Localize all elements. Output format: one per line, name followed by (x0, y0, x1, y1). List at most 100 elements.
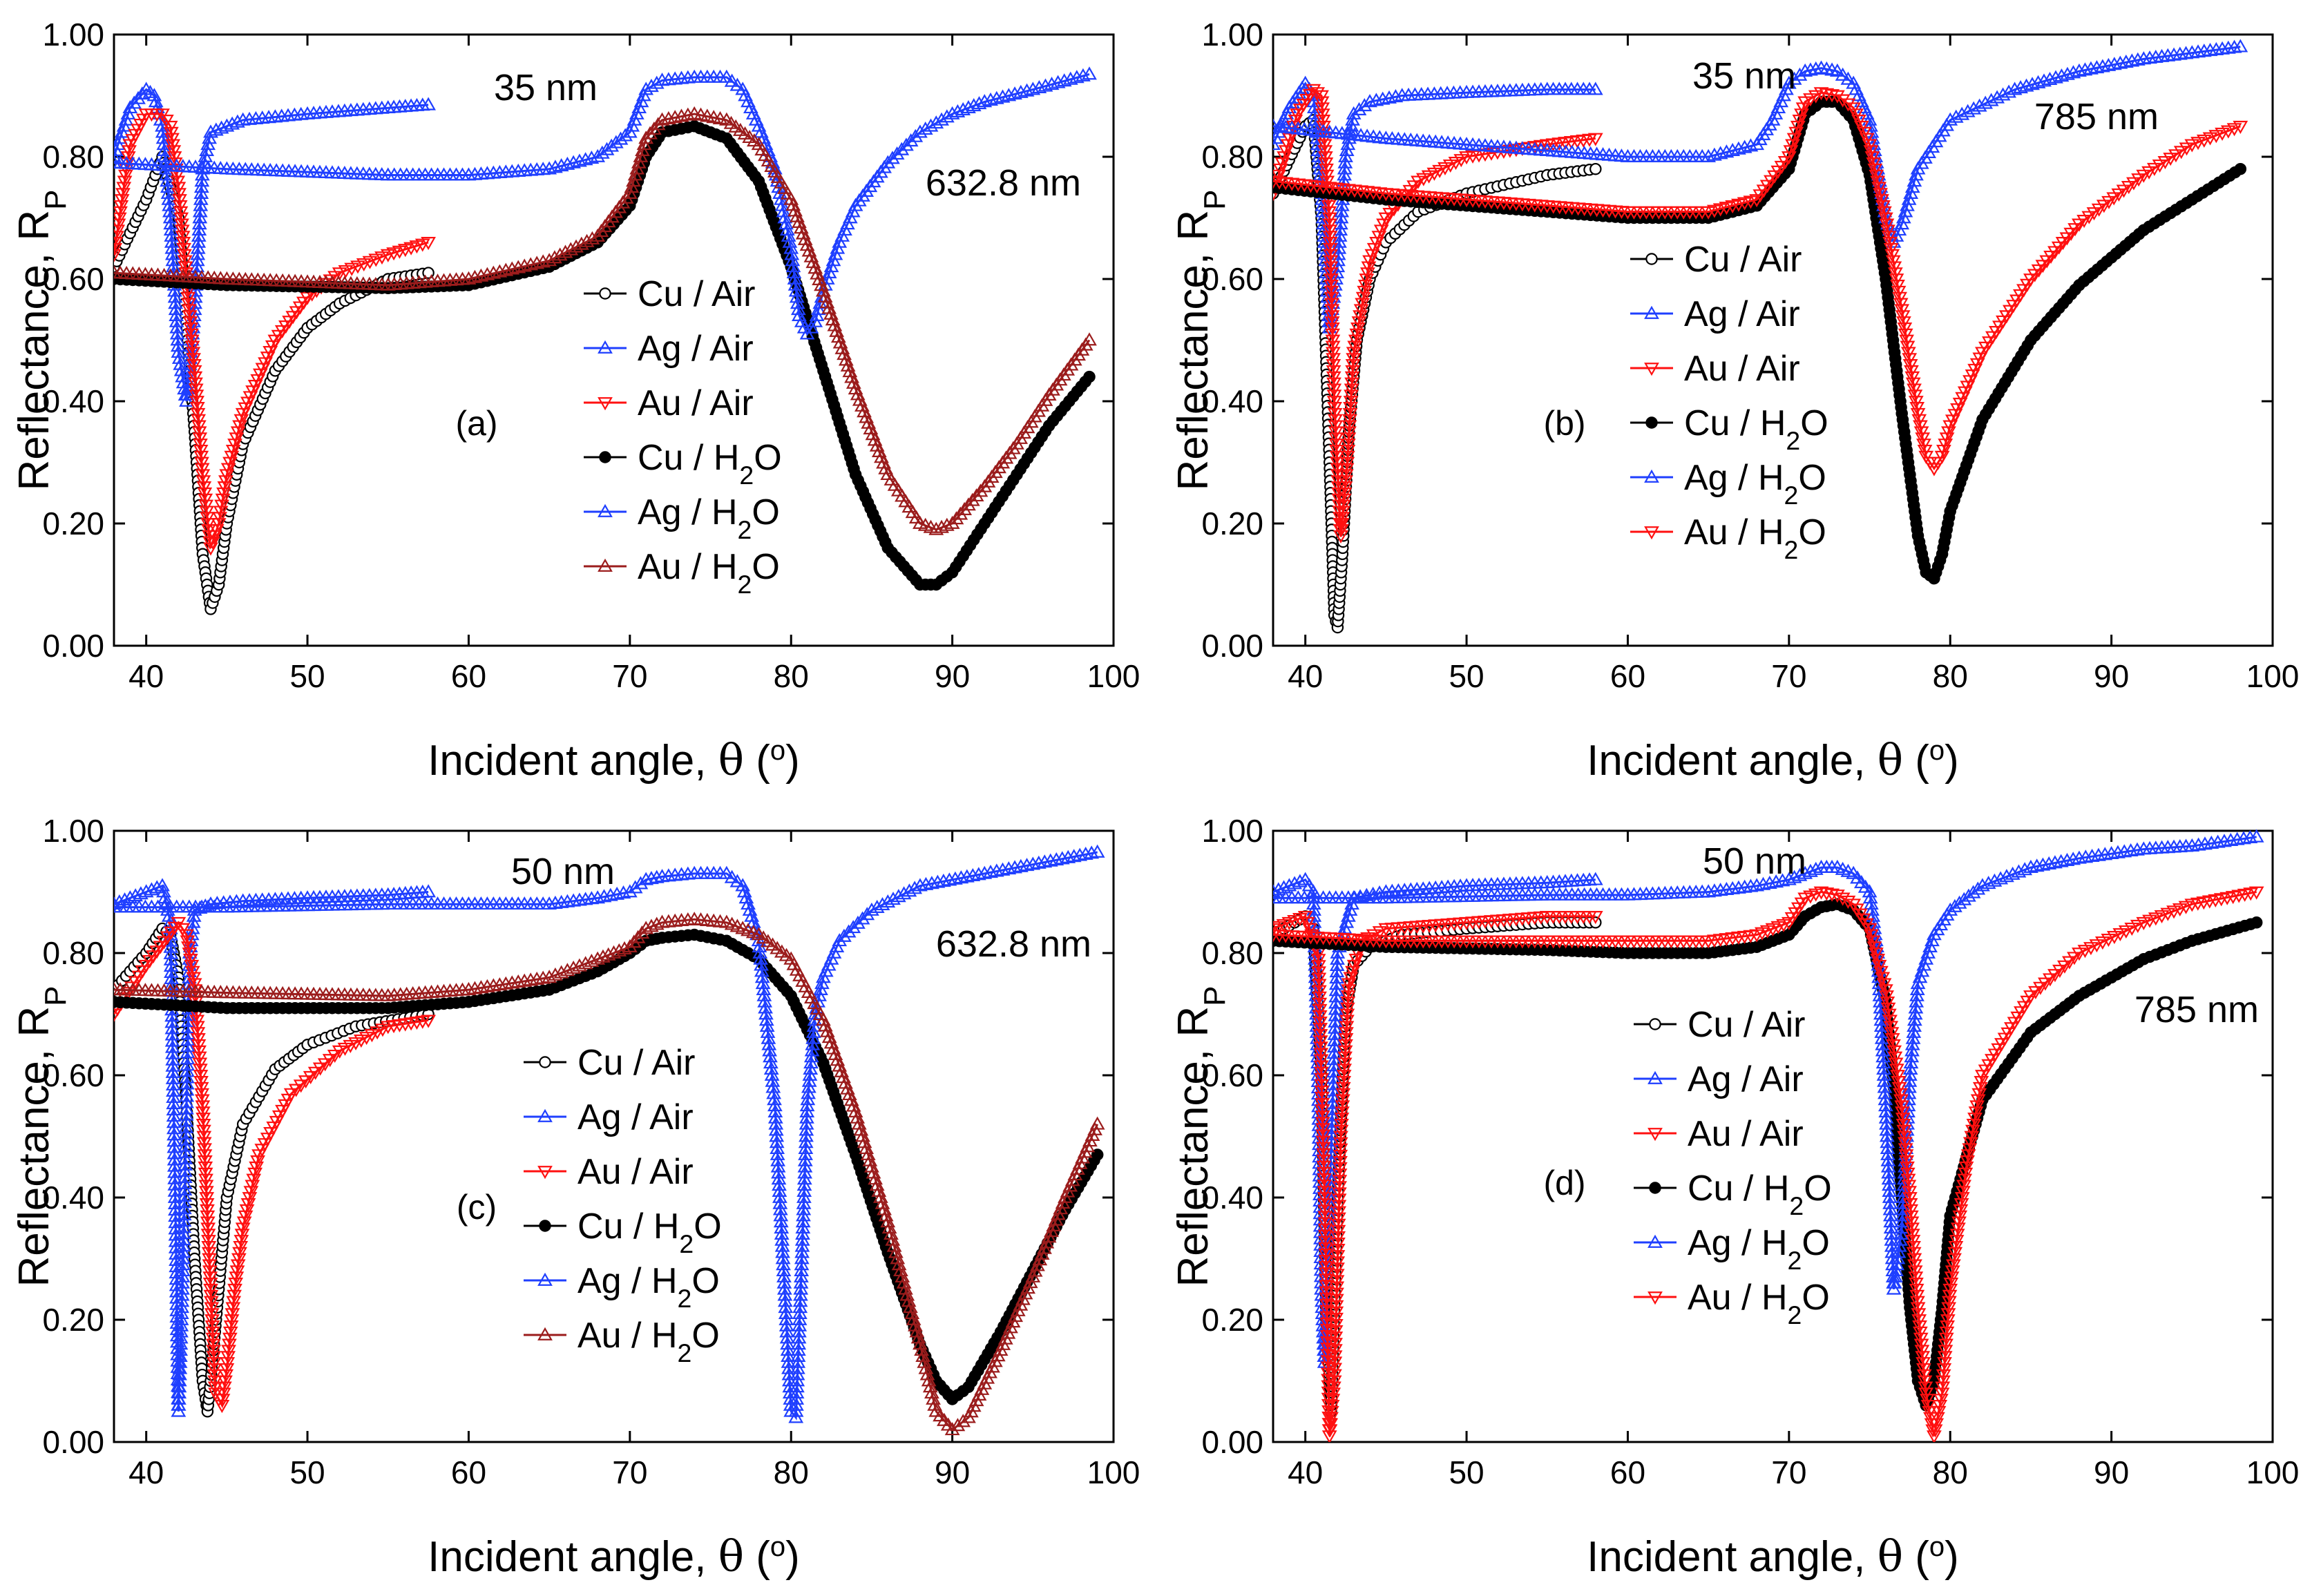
legend-item: Ag / H2O (1630, 458, 1826, 510)
legend-label: Cu / Air (638, 274, 756, 314)
x-tick-label: 50 (289, 1454, 325, 1490)
x-axis-label: Incident angle, θ (o) (1587, 1531, 1959, 1581)
data-point-marker (2234, 41, 2246, 52)
legend-swatch-marker (1646, 417, 1656, 427)
legend-label: Au / H2O (1684, 512, 1826, 564)
legend-label: Au / Air (577, 1152, 694, 1192)
panel-label: (a) (455, 404, 497, 443)
x-tick-label: 100 (2246, 658, 2300, 694)
x-tick-label: 50 (289, 658, 325, 694)
legend-label: Au / Air (638, 383, 754, 423)
data-point-marker (2251, 917, 2262, 927)
y-tick-label: 0.80 (1201, 935, 1263, 971)
x-tick-label: 100 (2246, 1454, 2300, 1490)
x-axis-label: Incident angle, θ (o) (1587, 735, 1959, 785)
x-tick-label: 40 (128, 658, 164, 694)
legend-item: Cu / H2O (584, 438, 782, 490)
data-point-marker (1091, 846, 1104, 857)
legend-label: Au / H2O (577, 1316, 720, 1367)
legend-item: Au / Air (584, 383, 754, 423)
legend-item: Cu / H2O (524, 1206, 722, 1258)
series-cu-h-o (1268, 97, 2246, 584)
x-tick-label: 70 (612, 1454, 647, 1490)
x-tick-label: 70 (612, 658, 647, 694)
legend-swatch-marker (539, 1220, 550, 1231)
y-tick-label: 1.00 (42, 813, 104, 849)
legend-item: Cu / H2O (1630, 403, 1828, 455)
legend-swatch-marker (600, 288, 610, 298)
legend-label: Ag / H2O (1684, 458, 1826, 510)
legend-item: Cu / Air (584, 274, 756, 314)
thickness-annotation: 35 nm (494, 67, 598, 108)
y-axis-label: Reflectance, RP (1169, 986, 1232, 1287)
data-point-marker (2235, 164, 2246, 174)
thickness-annotation: 35 nm (1692, 55, 1796, 97)
series-line (114, 886, 428, 1412)
y-axis-label: Reflectance, RP (10, 986, 73, 1287)
legend-label: Cu / H2O (638, 438, 782, 490)
legend-swatch-marker (1646, 253, 1656, 264)
y-tick-label: 0.20 (42, 506, 104, 541)
y-tick-label: 0.00 (42, 1424, 104, 1460)
legend-swatch-marker (539, 1057, 550, 1067)
legend-item: Ag / Air (584, 329, 754, 369)
y-tick-label: 1.00 (1201, 17, 1263, 52)
x-tick-label: 80 (1933, 658, 1968, 694)
y-tick-label: 0.00 (42, 628, 104, 664)
x-tick-label: 90 (935, 1454, 970, 1490)
legend-item: Ag / Air (1630, 294, 1800, 334)
x-tick-label: 90 (2094, 658, 2129, 694)
panel-label: (c) (457, 1188, 497, 1227)
data-point-marker (1590, 164, 1601, 174)
legend-item: Au / Air (1630, 349, 1800, 389)
x-tick-label: 50 (1449, 658, 1484, 694)
x-tick-label: 70 (1771, 1454, 1806, 1490)
wavelength-annotation: 632.8 nm (926, 162, 1081, 204)
panel-label: (b) (1543, 404, 1585, 443)
legend-item: Ag / H2O (584, 492, 780, 544)
legend-label: Cu / Air (577, 1043, 696, 1083)
y-tick-label: 0.20 (1201, 1302, 1263, 1338)
x-tick-label: 80 (1933, 1454, 1968, 1490)
series-cu-air (108, 151, 433, 614)
legend-item: Au / H2O (524, 1316, 720, 1367)
y-tick-label: 0.80 (42, 935, 104, 971)
legend-item: Cu / Air (1630, 240, 1802, 280)
legend-item: Au / Air (524, 1152, 694, 1192)
data-point-marker (1084, 372, 1094, 382)
data-point-marker (1589, 874, 1602, 885)
x-tick-label: 60 (1610, 1454, 1645, 1490)
y-axis-label: Reflectance, RP (1169, 190, 1232, 491)
y-tick-label: 0.80 (42, 139, 104, 175)
y-tick-label: 0.00 (1201, 628, 1263, 664)
x-tick-label: 40 (1288, 1454, 1323, 1490)
series-cu-h-o (1268, 899, 2262, 1411)
x-axis-label: Incident angle, θ (o) (428, 735, 800, 785)
y-tick-label: 0.80 (1201, 139, 1263, 175)
x-tick-label: 90 (935, 658, 970, 694)
legend-label: Cu / H2O (1684, 403, 1828, 455)
legend-label: Ag / Air (1684, 294, 1800, 334)
legend-label: Au / Air (1684, 349, 1800, 389)
legend-label: Cu / H2O (577, 1206, 722, 1258)
x-tick-label: 100 (1087, 658, 1140, 694)
y-axis-label: Reflectance, RP (10, 190, 73, 491)
legend-label: Ag / H2O (577, 1261, 720, 1313)
wavelength-annotation: 785 nm (2034, 96, 2159, 137)
x-tick-label: 90 (2094, 1454, 2129, 1490)
x-tick-label: 60 (451, 658, 486, 694)
legend-item: Au / H2O (584, 547, 780, 599)
wavelength-annotation: 632.8 nm (936, 923, 1091, 965)
legend-item: Ag / H2O (524, 1261, 720, 1313)
thickness-annotation: 50 nm (511, 851, 615, 892)
y-tick-label: 1.00 (1201, 813, 1263, 849)
legend-label: Ag / Air (638, 329, 754, 369)
plot-area (108, 68, 1096, 615)
